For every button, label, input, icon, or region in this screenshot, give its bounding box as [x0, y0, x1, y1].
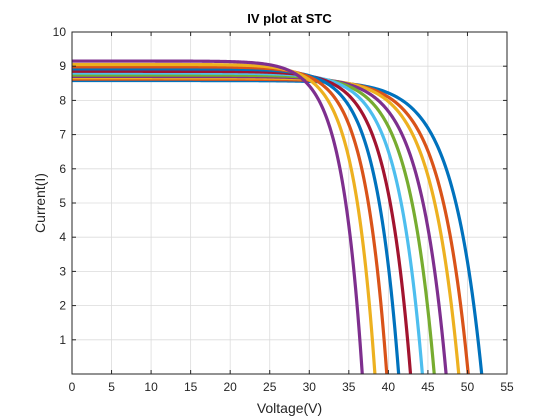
iv-curve-11	[72, 59, 364, 374]
iv-curve-6	[72, 71, 424, 374]
x-tick-label: 40	[382, 380, 396, 394]
x-tick-label: 5	[108, 380, 115, 394]
y-tick-label: 3	[59, 264, 66, 278]
iv-curve-10	[72, 62, 377, 374]
y-tick-label: 9	[59, 59, 66, 73]
x-tick-label: 55	[500, 380, 514, 394]
x-tick-label: 15	[184, 380, 198, 394]
x-tick-label: 0	[69, 380, 76, 394]
y-tick-label: 6	[59, 162, 66, 176]
x-tick-label: 25	[263, 380, 277, 394]
x-tick-label: 10	[144, 380, 158, 394]
iv-curve-9	[72, 65, 389, 374]
iv-curve-7	[72, 69, 413, 374]
y-tick-label: 8	[59, 93, 66, 107]
x-tick-label: 35	[342, 380, 356, 394]
x-tick-label: 45	[421, 380, 435, 394]
x-axis-label: Voltage(V)	[257, 400, 322, 416]
y-tick-label: 5	[59, 196, 66, 210]
y-tick-label: 4	[59, 230, 66, 244]
series-group	[72, 59, 484, 374]
x-tick-label: 30	[303, 380, 317, 394]
iv-curve-8	[72, 67, 401, 374]
x-tick-label: 20	[224, 380, 238, 394]
x-tick-label: 50	[461, 380, 475, 394]
y-tick-label: 10	[53, 25, 67, 39]
y-tick-label: 7	[59, 128, 66, 142]
y-tick-label: 1	[59, 333, 66, 347]
y-tick-label: 2	[59, 299, 66, 313]
chart-title: IV plot at STC	[247, 11, 332, 26]
iv-curve-5	[72, 73, 436, 374]
y-axis-label: Current(I)	[32, 173, 48, 233]
